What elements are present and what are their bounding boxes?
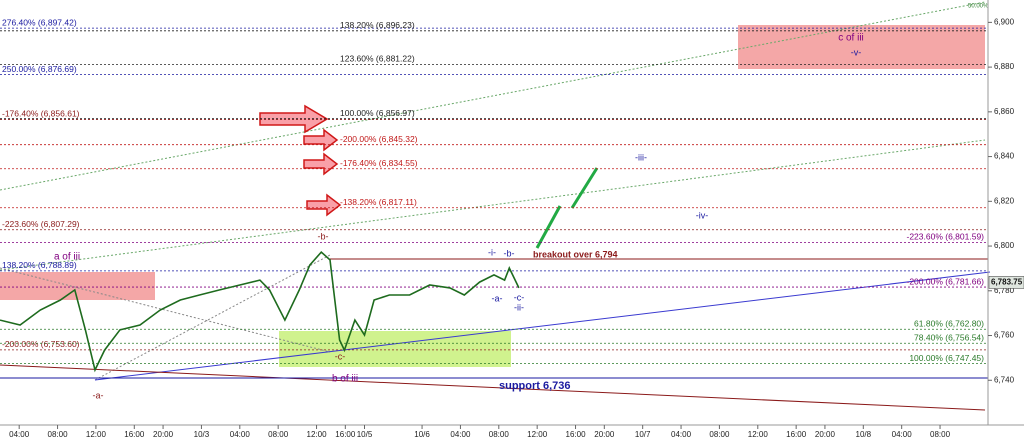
x-tick-label: 08:00: [48, 430, 69, 439]
last-price-box: [988, 276, 1024, 289]
x-tick-label: 12:00: [86, 430, 107, 439]
level-label: 138.20% (6,788.89): [2, 260, 77, 270]
x-tick-label: 20:00: [594, 430, 615, 439]
x-tick-label: 04:00: [9, 430, 30, 439]
level-label: 123.60% (6,881.22): [340, 54, 415, 64]
x-tick-label: 12:00: [748, 430, 769, 439]
x-tick-label: 20:00: [153, 430, 174, 439]
x-tick-label: 12:00: [527, 430, 548, 439]
x-tick-label: 16:00: [786, 430, 807, 439]
annotation: -v-: [851, 47, 862, 57]
wave-line: [0, 267, 331, 353]
y-tick-label: 6,800: [994, 241, 1015, 250]
annotation: 50.00%: [968, 4, 989, 10]
channel-line: [0, 1, 986, 191]
trend-line: [0, 364, 986, 411]
last-price-label: 6,783.75: [991, 278, 1023, 287]
trend-line: [94, 271, 991, 381]
annotation: -b-: [318, 231, 329, 241]
annotation: -a-: [93, 390, 104, 400]
annotation: -ii-: [514, 302, 524, 312]
x-tick-label: 16:00: [566, 430, 587, 439]
annotation: -c-: [335, 351, 346, 361]
x-tick-label: 08:00: [268, 430, 289, 439]
y-tick-label: 6,880: [994, 62, 1015, 71]
price-line: [0, 250, 520, 373]
level-label: 61.80% (6,762.80): [914, 319, 984, 329]
x-tick-label: 10/3: [194, 430, 210, 439]
x-tick-label: 10/7: [635, 430, 651, 439]
level-label: -200.00% (6,753.60): [2, 339, 80, 349]
x-tick-label: 08:00: [930, 430, 951, 439]
annotation: a of iii: [54, 252, 80, 263]
forecast-line: [570, 167, 599, 209]
channel-line: [0, 139, 986, 271]
y-tick-label: 6,860: [994, 107, 1015, 116]
price: [0, 250, 520, 373]
annotation: -a-: [492, 293, 503, 303]
level-label: 100.00% (6,747.45): [909, 353, 984, 363]
x-tick-label: 10/6: [414, 430, 430, 439]
x-tick-label: 04:00: [450, 430, 471, 439]
y-tick-label: 6,760: [994, 331, 1015, 340]
x-tick-label: 08:00: [489, 430, 510, 439]
x-tick-label: 10/8: [856, 430, 872, 439]
y-tick-label: 6,900: [994, 17, 1015, 26]
level-label: -176.40% (6,834.55): [340, 158, 418, 168]
x-tick-label: 20:00: [815, 430, 836, 439]
x-tick-label: 16:00: [124, 430, 145, 439]
annotation: -iii-: [635, 152, 647, 162]
annotation: breakout over 6,794: [533, 249, 618, 259]
x-tick-label: 16:00: [335, 430, 356, 439]
level-label: -223.60% (6,807.29): [2, 219, 80, 229]
x-tick-label: 04:00: [230, 430, 251, 439]
y-tick-label: 6,740: [994, 375, 1015, 384]
arrow: [306, 193, 342, 217]
x-tick-label: 10/5: [357, 430, 373, 439]
level-label: -223.60% (6,801.59): [907, 232, 985, 242]
annotation: b of iii: [332, 374, 358, 385]
x-tick-label: 12:00: [307, 430, 328, 439]
level-label: 78.40% (6,756.54): [914, 333, 984, 343]
annotation: -i-: [488, 247, 496, 257]
level-label: 100.00% (6,856.97): [340, 108, 415, 118]
annotation: support 6,736: [499, 380, 571, 392]
x-tick-label: 08:00: [709, 430, 730, 439]
y-tick-label: 6,840: [994, 152, 1015, 161]
level-label: 276.40% (6,897.42): [2, 17, 77, 27]
level-label: 250.00% (6,876.69): [2, 64, 77, 74]
level-label: -200.00% (6,845.32): [340, 134, 418, 144]
annotation: -b-: [504, 248, 515, 258]
y-tick-label: 6,820: [994, 196, 1015, 205]
y-tick-label: 6,780: [994, 286, 1015, 295]
forecast-line: [535, 205, 562, 249]
levels: 276.40% (6,897.42) 250.00% (6,876.69) -176…: [0, 17, 988, 364]
annotation: -iv-: [696, 210, 709, 220]
level-label: -176.40% (6,856.61): [2, 109, 80, 119]
wave-line: [94, 254, 331, 381]
level-label: -138.20% (6,817.11): [340, 197, 417, 207]
x-tick-label: 04:00: [892, 430, 913, 439]
level-label: -200.00% (6,781.66): [907, 276, 985, 286]
resistance-zone: [0, 272, 155, 300]
target-zone: [738, 25, 985, 69]
x-tick-label: 04:00: [671, 430, 692, 439]
annotation: -c-: [514, 292, 525, 302]
annotation: c of iii: [838, 33, 864, 44]
support-zone: [279, 331, 511, 367]
level-label: 138.20% (6,896.23): [340, 20, 415, 30]
